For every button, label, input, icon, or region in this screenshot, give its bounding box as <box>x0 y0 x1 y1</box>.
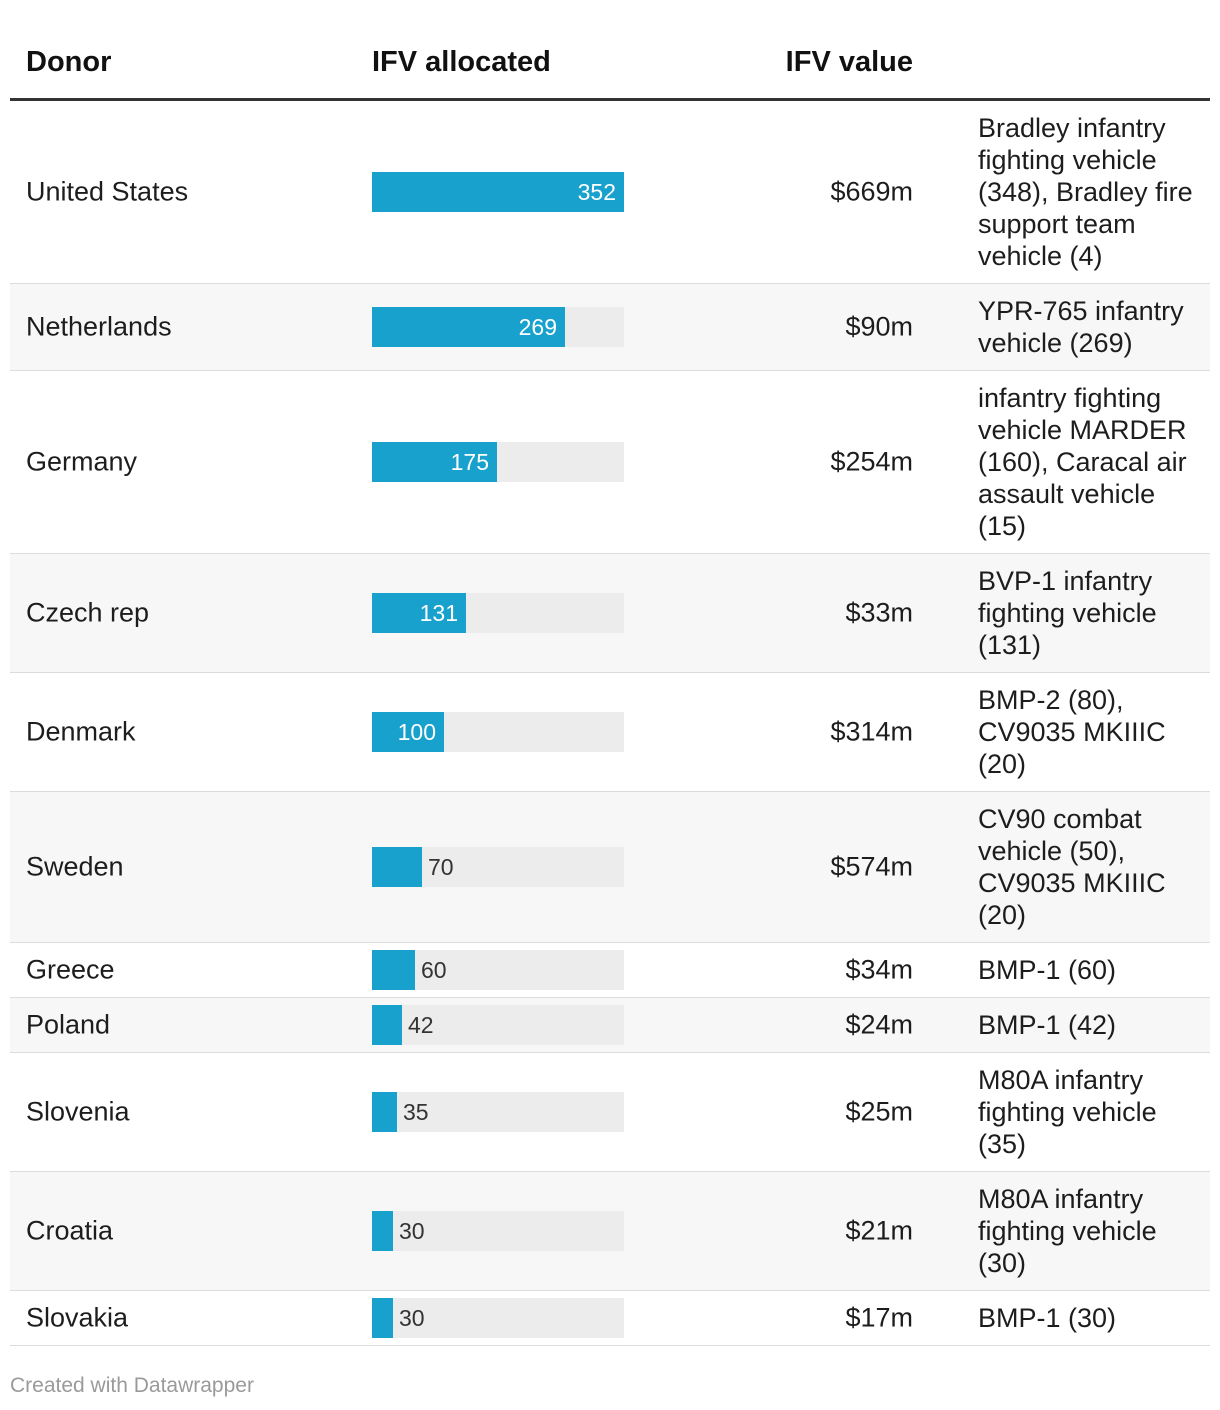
donor-cell: Croatia <box>26 1215 114 1246</box>
bar-track: 42 <box>372 1005 624 1045</box>
table-row: United States 352 $669m Bradley infantry fi… <box>10 101 1210 284</box>
bar-value-label: 269 <box>518 314 557 340</box>
ifv-table: Donor IFV allocated IFV value United Sta… <box>10 30 1210 1346</box>
ifv-value-cell: $33m <box>845 597 913 628</box>
donor-cell: Greece <box>26 954 115 985</box>
description-cell: BMP-1 (30) <box>978 1303 1117 1333</box>
description-cell: BMP-2 (80), CV9035 MKIIIC (20) <box>978 685 1166 779</box>
table-row: Czech rep 131 $33m BVP-1 infantry fighting … <box>10 554 1210 673</box>
ifv-value-cell: $21m <box>845 1215 913 1246</box>
ifv-value-cell: $24m <box>845 1009 913 1040</box>
bar-fill[interactable] <box>372 442 497 482</box>
bar-track: 70 <box>372 847 624 887</box>
bar-track: 352 <box>372 172 624 212</box>
bar-value-label: 352 <box>577 179 616 205</box>
bar-value-label: 131 <box>419 600 458 626</box>
bar-track: 60 <box>372 950 624 990</box>
description-cell: BVP-1 infantry fighting vehicle (131) <box>978 566 1157 660</box>
table-row: Slovakia 30 $17m BMP-1 (30) <box>10 1291 1210 1346</box>
bar-fill[interactable] <box>372 172 624 212</box>
description-cell: CV90 combat vehicle (50), CV9035 MKIIIC … <box>978 804 1166 930</box>
bar-fill[interactable] <box>372 712 444 752</box>
bar-track: 35 <box>372 1092 624 1132</box>
bar-track: 30 <box>372 1298 624 1338</box>
ifv-value-cell: $574m <box>830 851 913 882</box>
bar-fill[interactable] <box>372 1092 397 1132</box>
ifv-value-cell: $25m <box>845 1096 913 1127</box>
ifv-value-cell: $90m <box>845 311 913 342</box>
table-row: Slovenia 35 $25m M80A infantry fighting veh… <box>10 1053 1210 1172</box>
ifv-value-cell: $254m <box>830 446 913 477</box>
bar-value-label: 30 <box>399 1305 425 1331</box>
donor-cell: Slovenia <box>26 1096 130 1127</box>
table-row: Germany 175 $254m infantry fighting vehicle… <box>10 371 1210 554</box>
table-body: United States 352 $669m Bradley infantry fi… <box>10 101 1210 1346</box>
bar-fill[interactable] <box>372 593 466 633</box>
donor-cell: Sweden <box>26 851 124 882</box>
description-cell: M80A infantry fighting vehicle (30) <box>978 1184 1157 1278</box>
bar-track: 131 <box>372 593 624 633</box>
bar-value-label: 175 <box>450 449 489 475</box>
ifv-value-cell: $34m <box>845 954 913 985</box>
header-ifv-allocated[interactable]: IFV allocated <box>372 46 551 78</box>
ifv-value-cell: $17m <box>845 1302 913 1333</box>
table-row: Greece 60 $34m BMP-1 (60) <box>10 943 1210 998</box>
bar-track: 175 <box>372 442 624 482</box>
header-ifv-value[interactable]: IFV value <box>785 46 913 78</box>
donor-cell: United States <box>26 176 189 207</box>
bar-fill[interactable] <box>372 950 415 990</box>
bar-value-label: 70 <box>428 854 454 880</box>
bar-value-label: 100 <box>397 719 436 745</box>
bar-value-label: 30 <box>399 1218 425 1244</box>
bar-track: 30 <box>372 1211 624 1251</box>
bar-value-label: 60 <box>421 957 447 983</box>
table-row: Poland 42 $24m BMP-1 (42) <box>10 998 1210 1053</box>
table-row: Croatia 30 $21m M80A infantry fighting vehi… <box>10 1172 1210 1291</box>
bar-fill[interactable] <box>372 847 422 887</box>
bar-value-label: 35 <box>403 1099 429 1125</box>
bar-track: 269 <box>372 307 624 347</box>
table-row: Denmark 100 $314m BMP-2 (80), CV9035 MKIIIC… <box>10 673 1210 792</box>
bar-value-label: 42 <box>408 1012 434 1038</box>
bar-track: 100 <box>372 712 624 752</box>
table-header: Donor IFV allocated IFV value <box>10 30 1210 101</box>
ifv-value-cell: $314m <box>830 716 913 747</box>
description-cell: M80A infantry fighting vehicle (35) <box>978 1065 1157 1159</box>
description-cell: infantry fighting vehicle MARDER (160), … <box>978 383 1187 541</box>
donor-cell: Denmark <box>26 716 136 747</box>
table-row: Sweden 70 $574m CV90 combat vehicle (50), C… <box>10 792 1210 943</box>
donor-cell: Netherlands <box>26 311 172 342</box>
description-cell: BMP-1 (60) <box>978 955 1117 985</box>
table-row: Netherlands 269 $90m YPR-765 infantry vehic… <box>10 284 1210 371</box>
credit-footer: Created with Datawrapper <box>10 1374 254 1397</box>
donor-cell: Poland <box>26 1009 111 1040</box>
bar-fill[interactable] <box>372 1211 393 1251</box>
ifv-value-cell: $669m <box>830 176 913 207</box>
description-cell: YPR-765 infantry vehicle (269) <box>978 296 1184 358</box>
donor-cell: Slovakia <box>26 1302 129 1333</box>
header-donor[interactable]: Donor <box>26 46 112 78</box>
description-cell: Bradley infantry fighting vehicle (348),… <box>978 113 1193 271</box>
bar-fill[interactable] <box>372 1298 393 1338</box>
bar-fill[interactable] <box>372 1005 402 1045</box>
bar-fill[interactable] <box>372 307 565 347</box>
donor-cell: Germany <box>26 446 138 477</box>
donor-cell: Czech rep <box>26 597 150 628</box>
description-cell: BMP-1 (42) <box>978 1010 1117 1040</box>
